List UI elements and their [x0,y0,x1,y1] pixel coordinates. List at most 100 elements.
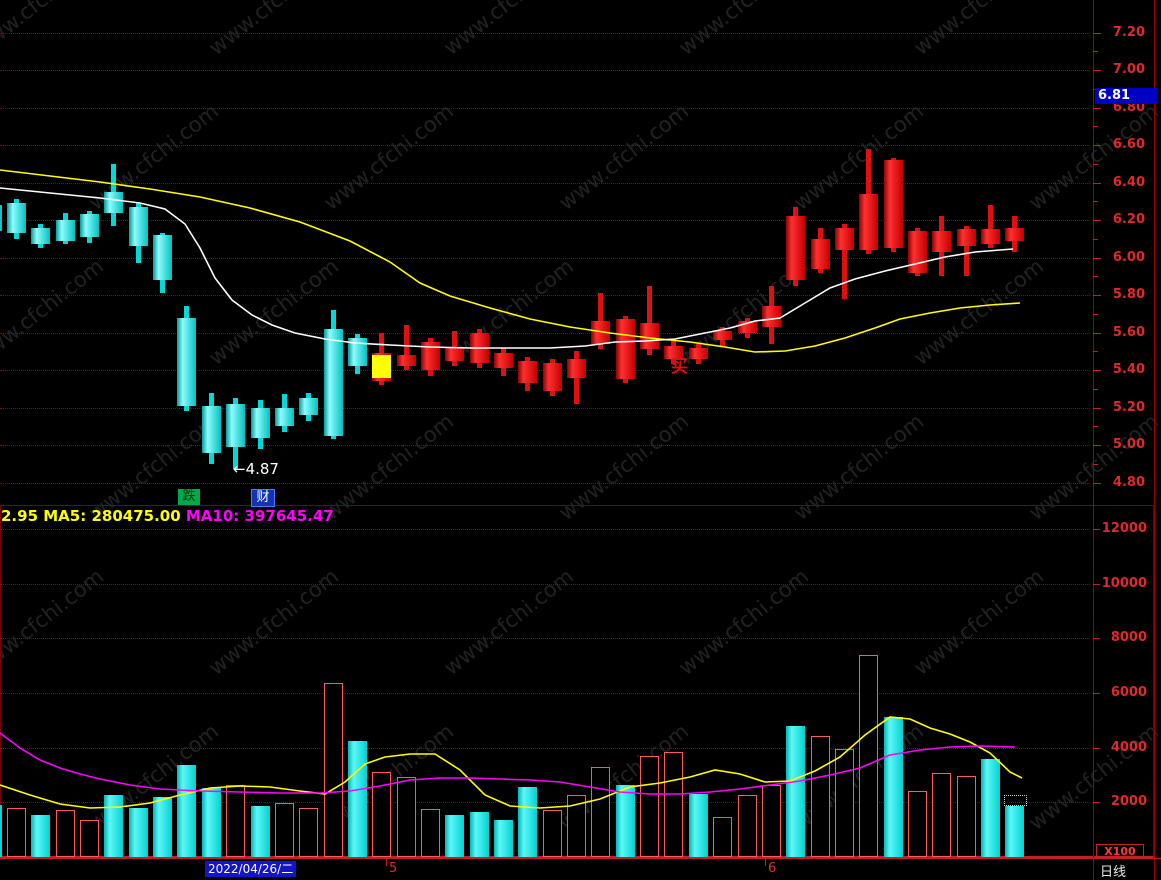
volume-bar[interactable] [1005,806,1025,857]
candle-body[interactable] [494,353,513,369]
candle-body[interactable] [420,341,440,370]
volume-bar[interactable] [299,808,319,857]
period-label[interactable]: 日线 [1100,865,1127,880]
candle-body[interactable] [737,321,757,333]
month-label: 5 [389,861,398,876]
candle-body[interactable] [761,306,781,327]
price-gridline [0,482,1090,484]
candle-body[interactable] [956,229,976,247]
volume-bar[interactable] [420,809,440,857]
current-price-badge: 6.81 [1095,88,1157,104]
candle-body[interactable] [834,227,854,250]
volume-bar[interactable] [883,717,903,857]
volume-indicator-header: 2.95 MA5: 280475.00 MA10: 397645.47 [1,507,334,525]
volume-bar[interactable] [932,773,952,857]
candle-body[interactable] [859,193,879,250]
candle-body[interactable] [323,328,343,436]
fall-signal-badge[interactable]: 跌 [178,489,200,505]
candle-body[interactable] [31,227,51,245]
volume-bar[interactable] [591,767,611,857]
volume-bar[interactable] [494,820,513,857]
candle-body[interactable] [0,205,2,232]
volume-bar[interactable] [226,785,246,857]
candle-body[interactable] [55,220,75,241]
volume-bar[interactable] [372,772,392,857]
candle-body[interactable] [883,160,903,249]
wealth-signal-badge[interactable]: 财 [251,489,275,507]
volume-bar[interactable] [737,795,757,857]
volume-bar[interactable] [810,736,830,857]
volume-bar[interactable] [31,815,51,857]
volume-bar[interactable] [201,788,221,857]
candle-body[interactable] [542,362,562,391]
candle-body[interactable] [226,403,246,447]
time-axis[interactable]: 2022/04/26/二 5 6 日线 [0,858,1161,880]
volume-bar[interactable] [713,817,733,857]
volume-bar[interactable] [0,805,2,857]
volume-bar[interactable] [834,749,854,857]
candle-body[interactable] [640,323,660,350]
candle-body[interactable] [177,317,197,406]
volume-bar[interactable] [640,756,660,857]
candle-body[interactable] [7,203,26,234]
buy-marker-box[interactable] [372,355,392,378]
volume-bar[interactable] [761,785,781,857]
candle-body[interactable] [567,358,587,378]
volume-bar[interactable] [177,765,197,857]
candle-body[interactable] [396,355,416,367]
candle-body[interactable] [80,214,100,237]
candle-body[interactable] [201,405,221,453]
candle-body[interactable] [299,398,319,415]
candle-body[interactable] [128,206,148,247]
candle-body[interactable] [153,235,173,280]
volume-bar[interactable] [469,812,489,857]
volume-bar[interactable] [104,794,124,857]
price-gridline [0,32,1090,34]
volume-bar[interactable] [518,787,538,857]
volume-bar[interactable] [274,803,294,857]
price-gridline [0,107,1090,109]
candle-body[interactable] [591,321,611,344]
candle-body[interactable] [469,332,489,363]
volume-bar[interactable] [7,807,26,857]
price-pane[interactable] [0,0,1093,503]
volume-bar[interactable] [80,820,100,857]
volume-bar[interactable] [347,741,367,857]
volume-bar[interactable] [956,776,976,857]
volume-bar[interactable] [688,794,708,857]
volume-bar[interactable] [250,806,270,857]
volume-bar[interactable] [445,815,465,857]
price-axis-minor-tick [1093,313,1098,315]
volume-bar[interactable] [396,777,416,857]
candle-body[interactable] [810,238,830,269]
candle-body[interactable] [347,338,367,367]
volume-bar[interactable] [859,655,879,857]
candle-body[interactable] [1005,227,1025,241]
volume-bar[interactable] [907,791,927,857]
volume-bar[interactable] [981,759,1000,857]
candle-body[interactable] [518,360,538,384]
candle-body[interactable] [786,216,806,280]
volume-bar[interactable] [567,795,587,857]
candle-body[interactable] [981,229,1000,245]
volume-bar[interactable] [153,797,173,857]
volume-bar[interactable] [55,810,75,857]
candle-body[interactable] [688,347,708,359]
volume-bar[interactable] [786,726,806,857]
candle-body[interactable] [445,347,465,361]
candle-body[interactable] [932,231,952,252]
volume-bar[interactable] [664,752,684,857]
candle-body[interactable] [250,407,270,438]
volume-axis-label: 6000 [1110,684,1147,700]
volume-bar[interactable] [615,785,635,857]
volume-bar[interactable] [128,808,148,857]
volume-bar[interactable] [323,683,343,857]
candle-body[interactable] [615,319,635,380]
volume-pane[interactable] [0,505,1093,858]
candle-body[interactable] [104,191,124,213]
volume-bar[interactable] [542,810,562,857]
candle-body[interactable] [713,330,733,340]
candle-body[interactable] [274,407,294,427]
candle-wick[interactable] [574,351,580,404]
candle-body[interactable] [907,231,927,273]
